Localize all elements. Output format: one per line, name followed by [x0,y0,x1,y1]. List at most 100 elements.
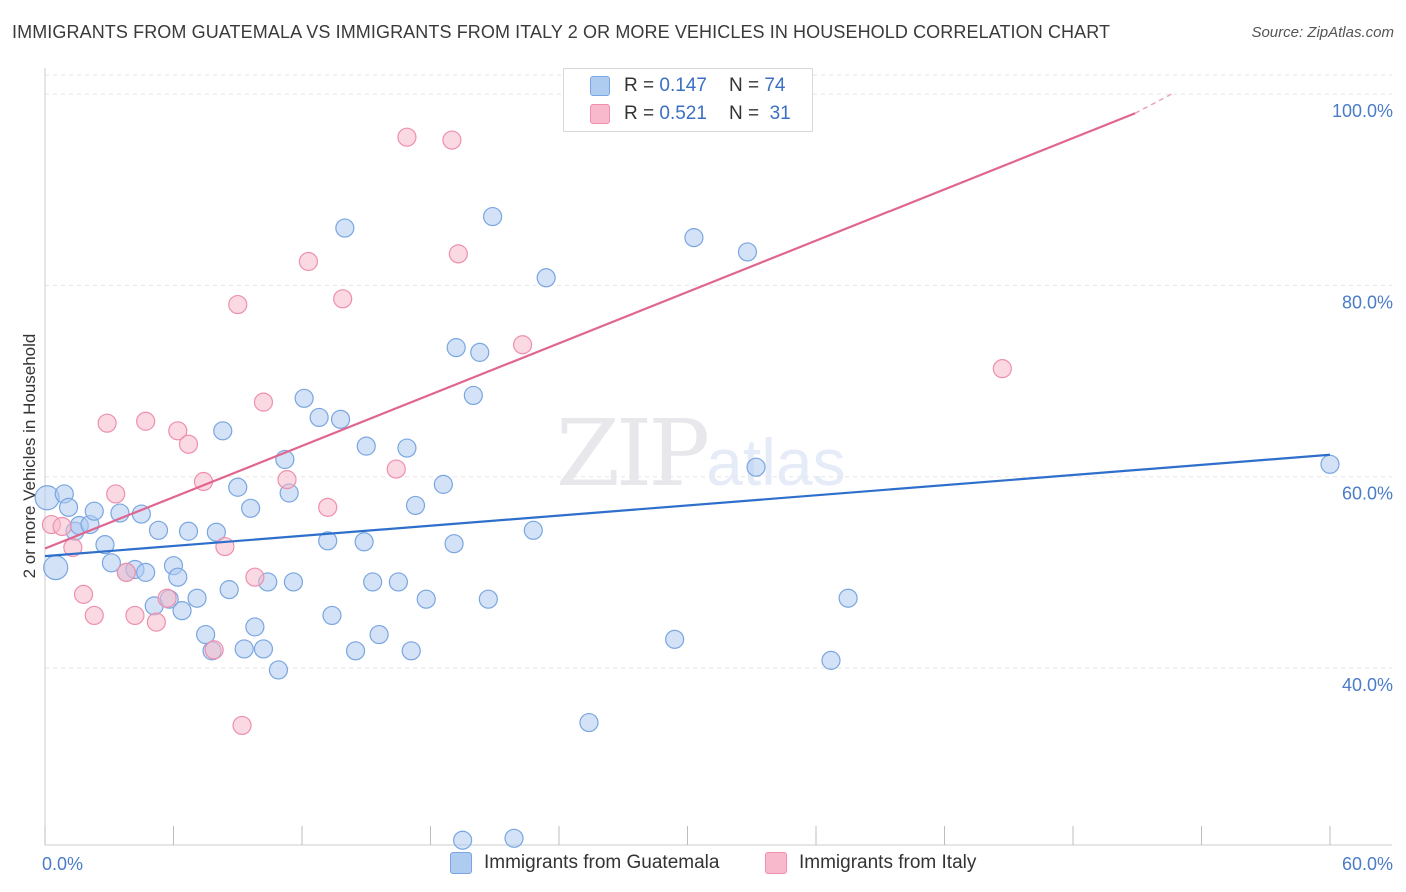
point-italy [512,335,533,355]
y-tick-label: 60.0% [1342,484,1393,504]
point-guatemala [388,572,408,592]
point-italy [442,130,462,150]
point-guatemala [196,624,216,645]
legend-r-value: 0.521 [659,103,707,124]
point-italy [73,584,94,604]
point-guatemala [95,535,115,555]
point-guatemala [470,342,490,362]
chart-title: IMMIGRANTS FROM GUATEMALA VS IMMIGRANTS … [12,22,1111,42]
point-guatemala [401,641,421,661]
point-guatemala [234,639,254,659]
legend-item-italy[interactable]: Immigrants from Italy [765,852,976,874]
point-italy [146,612,166,632]
correlation-legend: R = 0.147 N = 74 R = 0.521 N = 31 [563,68,813,132]
point-guatemala [444,534,464,554]
point-guatemala [405,495,426,516]
trend-line-italy [44,112,1136,550]
point-italy [52,516,72,537]
legend-swatch-guatemala [450,852,472,874]
point-guatemala [253,639,274,659]
point-guatemala [322,605,342,626]
point-italy [204,640,224,660]
x-tick-label: 60.0% [1342,854,1393,874]
point-guatemala [206,522,226,542]
point-guatemala [178,521,199,541]
point-italy [215,536,235,557]
point-guatemala [483,206,503,227]
point-italy [178,434,199,454]
point-guatemala [148,520,169,540]
legend-row-guatemala: R = 0.147 N = 74 [590,73,785,99]
point-guatemala [268,660,289,680]
point-italy [386,459,406,479]
x-tick-label: 0.0% [42,854,83,874]
point-italy [97,413,117,433]
point-italy [106,484,126,504]
point-guatemala [58,497,79,517]
point-guatemala [397,438,417,458]
point-guatemala [294,388,314,408]
point-guatemala [168,567,188,587]
point-italy [318,497,338,517]
point-italy [157,588,177,608]
legend-row-italy: R = 0.521 N = 31 [590,101,791,127]
point-guatemala [838,588,858,608]
point-guatemala [187,588,207,608]
point-guatemala [84,501,104,521]
point-guatemala [369,624,389,645]
y-tick-label: 40.0% [1342,675,1393,695]
point-italy [397,127,417,147]
y-tick-label: 100.0% [1332,101,1393,121]
point-guatemala [219,580,239,600]
source-credit: Source: ZipAtlas.com [1251,24,1394,41]
legend-r-value: 0.147 [659,75,707,96]
point-guatemala [345,641,366,661]
point-italy [232,715,252,736]
point-guatemala [478,589,498,609]
point-guatemala [737,242,758,262]
point-guatemala [245,617,265,637]
trend-lines [44,93,1331,558]
axes [44,68,1392,846]
legend-n-value: 74 [764,75,786,96]
point-guatemala [684,228,704,248]
point-italy [277,470,297,490]
legend-swatch-italy [590,104,610,124]
point-guatemala [354,532,374,552]
point-italy [136,411,156,431]
point-italy [168,421,188,441]
point-italy [245,567,265,587]
point-italy [116,562,136,582]
point-guatemala [335,218,355,238]
tick-labels: 40.0% 60.0% 80.0% 100.0% 0.0% 60.0% [42,101,1393,874]
trend-line-guatemala [44,453,1331,558]
point-italy [298,251,319,272]
legend-item-guatemala[interactable]: Immigrants from Guatemala [450,852,719,874]
point-guatemala [433,474,453,494]
point-guatemala [523,520,543,540]
legend-swatch-italy [765,852,787,874]
point-guatemala [363,572,383,592]
point-guatemala [1320,454,1340,474]
point-guatemala [821,650,841,670]
point-italy [448,244,468,264]
point-guatemala [309,407,329,428]
y-tick-label: 80.0% [1342,292,1393,312]
point-guatemala [318,531,338,551]
point-guatemala [172,601,192,621]
point-italy [253,392,274,412]
point-guatemala [356,436,376,456]
point-guatemala [228,477,248,497]
legend-n-label: N = [728,103,760,124]
series-legend: Immigrants from Guatemala Immigrants fro… [0,852,1406,878]
point-italy [992,359,1012,379]
trend-line-italy-extension [1134,93,1172,114]
point-guatemala [453,830,473,850]
point-guatemala [136,562,156,582]
legend-r-label: R = [624,75,655,96]
point-italy [333,289,353,309]
point-guatemala [43,555,69,581]
point-guatemala [446,338,466,358]
series-italy [41,127,1012,736]
